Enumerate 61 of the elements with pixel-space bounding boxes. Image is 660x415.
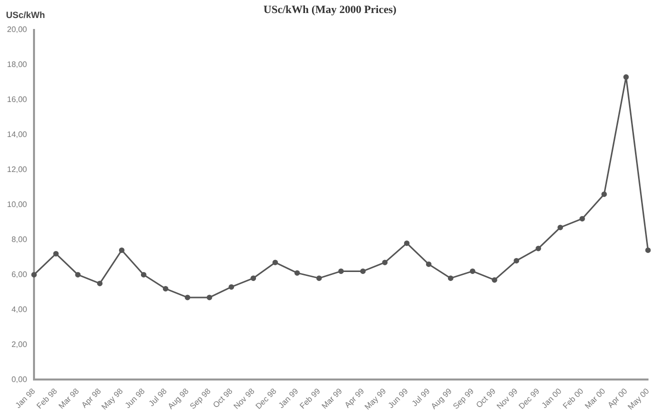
point [382,260,388,266]
x-tick-label: May 00 [626,386,652,412]
point [645,247,651,253]
y-tick-label: 6,00 [11,270,28,279]
point [228,284,234,290]
y-tick-label: 2,00 [11,340,28,349]
point [272,260,278,266]
x-tick-label: Nov 99 [495,386,520,411]
point [316,275,322,281]
point [558,224,564,230]
x-tick-label: Jul 98 [147,386,169,408]
point [623,74,629,80]
x-tick-label: Jun 98 [123,386,148,410]
point [536,246,542,252]
point [470,268,476,274]
x-tick-label: Jan 98 [14,386,38,410]
point [579,216,585,222]
y-tick-label: 8,00 [11,234,28,244]
point [404,240,410,246]
y-tick-label: 4,00 [11,304,28,314]
point [206,294,212,300]
x-tick-label: Oct 99 [474,386,498,410]
y-axis-title: USc/kWh [6,10,46,20]
x-tick-label: Feb 99 [298,386,322,411]
y-tick-label: 12,00 [6,164,28,174]
point [31,272,37,278]
x-tick-label: Feb 98 [34,386,60,411]
point [338,268,344,274]
y-tick-label: 0,00 [11,374,28,384]
y-tick-label: 18,00 [6,60,28,69]
point [53,250,59,256]
y-tick-label: 20,00 [6,25,28,34]
point [601,191,607,197]
point [294,270,300,276]
point [492,277,498,283]
x-tick-label: Mar 98 [56,386,82,411]
x-tick-label: Mar 00 [583,386,608,411]
y-tick-label: 14,00 [6,130,28,139]
point [426,261,432,267]
point [514,258,520,264]
chart-title: USc/kWh (May 2000 Prices) [264,4,396,16]
x-tick-label: Dec 99 [517,386,542,411]
point [448,275,454,281]
x-tick-label: Sep 98 [188,386,213,411]
point [360,268,366,274]
x-tick-label: Feb 00 [561,386,586,411]
x-tick-label: May 98 [100,386,126,412]
x-tick-label: Aug 98 [166,386,191,411]
point [184,294,190,300]
point [118,247,124,253]
point [162,286,168,292]
y-tick-label: 10,00 [6,200,28,209]
point [140,272,146,278]
x-tick-label: Mar 99 [320,386,344,411]
x-tick-label: Jan 00 [540,386,564,410]
y-tick-label: 16,00 [6,94,28,104]
x-tick-label: Jan 99 [276,386,301,410]
point [250,275,256,281]
x-tick-label: Jun 99 [386,386,410,410]
point [97,280,103,286]
point [75,272,81,278]
